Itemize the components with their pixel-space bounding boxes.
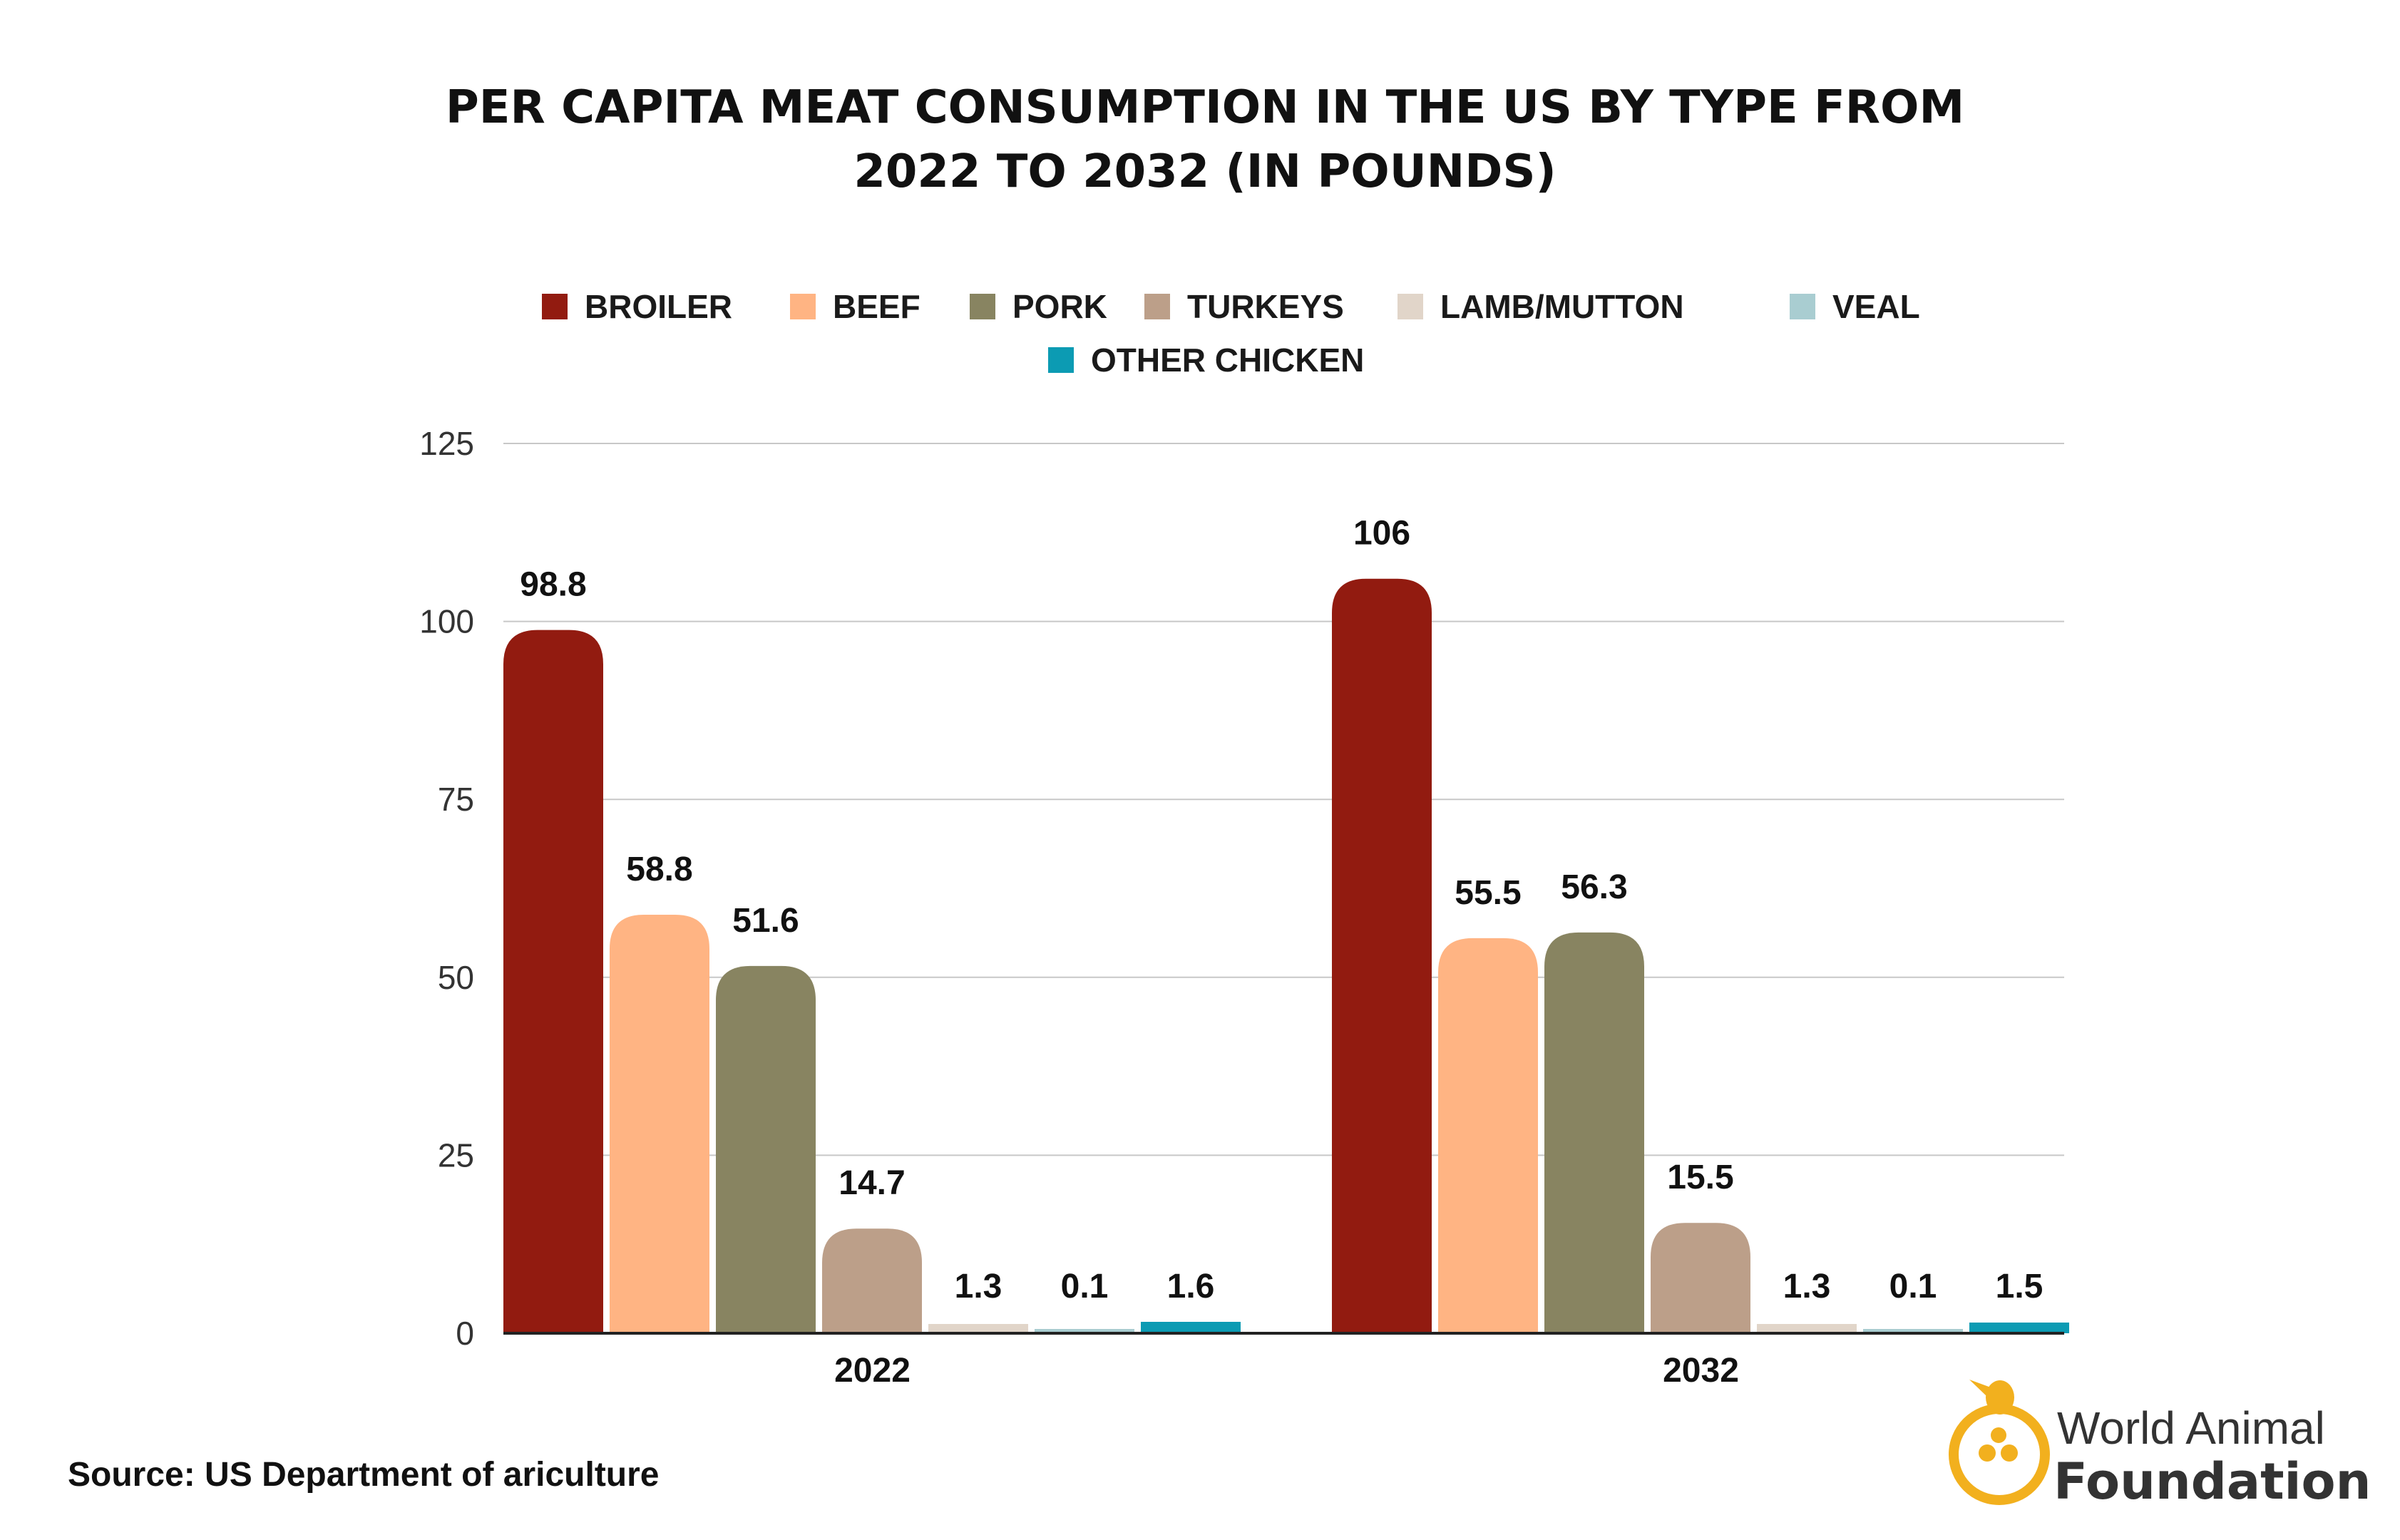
legend-item-pork: PORK — [970, 288, 1107, 325]
bar-other-chicken-2022 — [1141, 1322, 1241, 1333]
legend-label: PORK — [1012, 288, 1107, 325]
legend: BROILER BEEF PORK TURKEYS LAMB/MUTTON VEAL OTH… — [542, 288, 1920, 379]
y-tick-label: 25 — [438, 1136, 474, 1174]
legend-item-broiler: BROILER — [542, 288, 732, 325]
value-label: 1.3 — [1783, 1268, 1831, 1305]
source-note: Source: US Department of ariculture — [68, 1456, 660, 1494]
legend-swatch — [1790, 294, 1815, 319]
value-label: 106 — [1353, 515, 1410, 553]
chart-title-line-1: PER CAPITA MEAT CONSUMPTION IN THE US BY… — [446, 81, 1964, 134]
value-label: 15.5 — [1667, 1159, 1733, 1196]
value-label: 56.3 — [1561, 868, 1627, 906]
x-axis-categories: 2022 2032 — [834, 1352, 1739, 1390]
legend-item-turkeys: TURKEYS — [1144, 288, 1344, 325]
bar-beef-2032 — [1438, 938, 1538, 1333]
brand-name-line-1: World Animal — [2057, 1402, 2325, 1454]
bar-turkeys-2032 — [1651, 1223, 1750, 1333]
legend-item-lamb-mutton: LAMB/MUTTON — [1398, 288, 1684, 325]
y-tick-label: 100 — [419, 603, 474, 640]
legend-swatch — [1398, 294, 1423, 319]
legend-item-beef: BEEF — [790, 288, 920, 325]
paw-logo-icon — [1949, 1380, 2050, 1505]
value-label: 51.6 — [732, 902, 799, 940]
value-label: 55.5 — [1455, 874, 1521, 912]
legend-swatch — [542, 294, 568, 319]
y-tick-label: 50 — [438, 959, 474, 996]
legend-item-veal: VEAL — [1790, 288, 1920, 325]
value-labels: 98.8 58.8 51.6 14.7 1.3 0.1 1.6 106 55.5 56.3 15.5… — [520, 515, 2043, 1305]
y-tick-label: 75 — [438, 781, 474, 818]
bar-lamb-mutton-2032 — [1757, 1324, 1857, 1333]
legend-label: VEAL — [1832, 288, 1920, 325]
chart-title-line-2: 2022 TO 2032 (IN POUNDS) — [853, 145, 1556, 198]
legend-label: LAMB/MUTTON — [1440, 288, 1684, 325]
brand-name-line-2: Foundation — [2053, 1452, 2371, 1511]
legend-swatch — [1144, 294, 1170, 319]
legend-swatch — [790, 294, 816, 319]
value-label: 0.1 — [1061, 1268, 1109, 1305]
value-label: 1.5 — [1996, 1268, 2043, 1305]
bar-beef-2022 — [610, 914, 709, 1333]
x-category-label: 2032 — [1663, 1352, 1739, 1390]
value-label: 1.3 — [955, 1268, 1002, 1305]
legend-swatch — [970, 294, 995, 319]
bar-broiler-2022 — [503, 630, 603, 1333]
legend-label: TURKEYS — [1187, 288, 1344, 325]
bar-lamb-mutton-2022 — [928, 1324, 1028, 1333]
value-label: 1.6 — [1167, 1268, 1215, 1305]
bar-pork-2032 — [1544, 932, 1644, 1333]
x-category-label: 2022 — [834, 1352, 911, 1390]
value-label: 58.8 — [626, 851, 692, 888]
value-label: 14.7 — [839, 1164, 905, 1202]
legend-label: OTHER CHICKEN — [1091, 342, 1364, 379]
value-label: 0.1 — [1889, 1268, 1937, 1305]
y-tick-label: 0 — [456, 1315, 474, 1352]
bar-pork-2022 — [716, 965, 816, 1333]
bar-turkeys-2022 — [822, 1228, 922, 1333]
legend-swatch — [1048, 347, 1074, 373]
legend-label: BROILER — [585, 288, 732, 325]
brand-logo: World Animal Foundation — [1949, 1380, 2371, 1511]
bar-other-chicken-2032 — [1969, 1323, 2069, 1333]
bar-broiler-2032 — [1332, 578, 1432, 1333]
value-label: 98.8 — [520, 566, 586, 604]
legend-label: BEEF — [833, 288, 920, 325]
bars — [503, 578, 2069, 1333]
y-tick-label: 125 — [419, 425, 474, 462]
y-axis-ticks: 0 25 50 75 100 125 — [419, 425, 474, 1352]
legend-item-other-chicken: OTHER CHICKEN — [1048, 342, 1364, 379]
